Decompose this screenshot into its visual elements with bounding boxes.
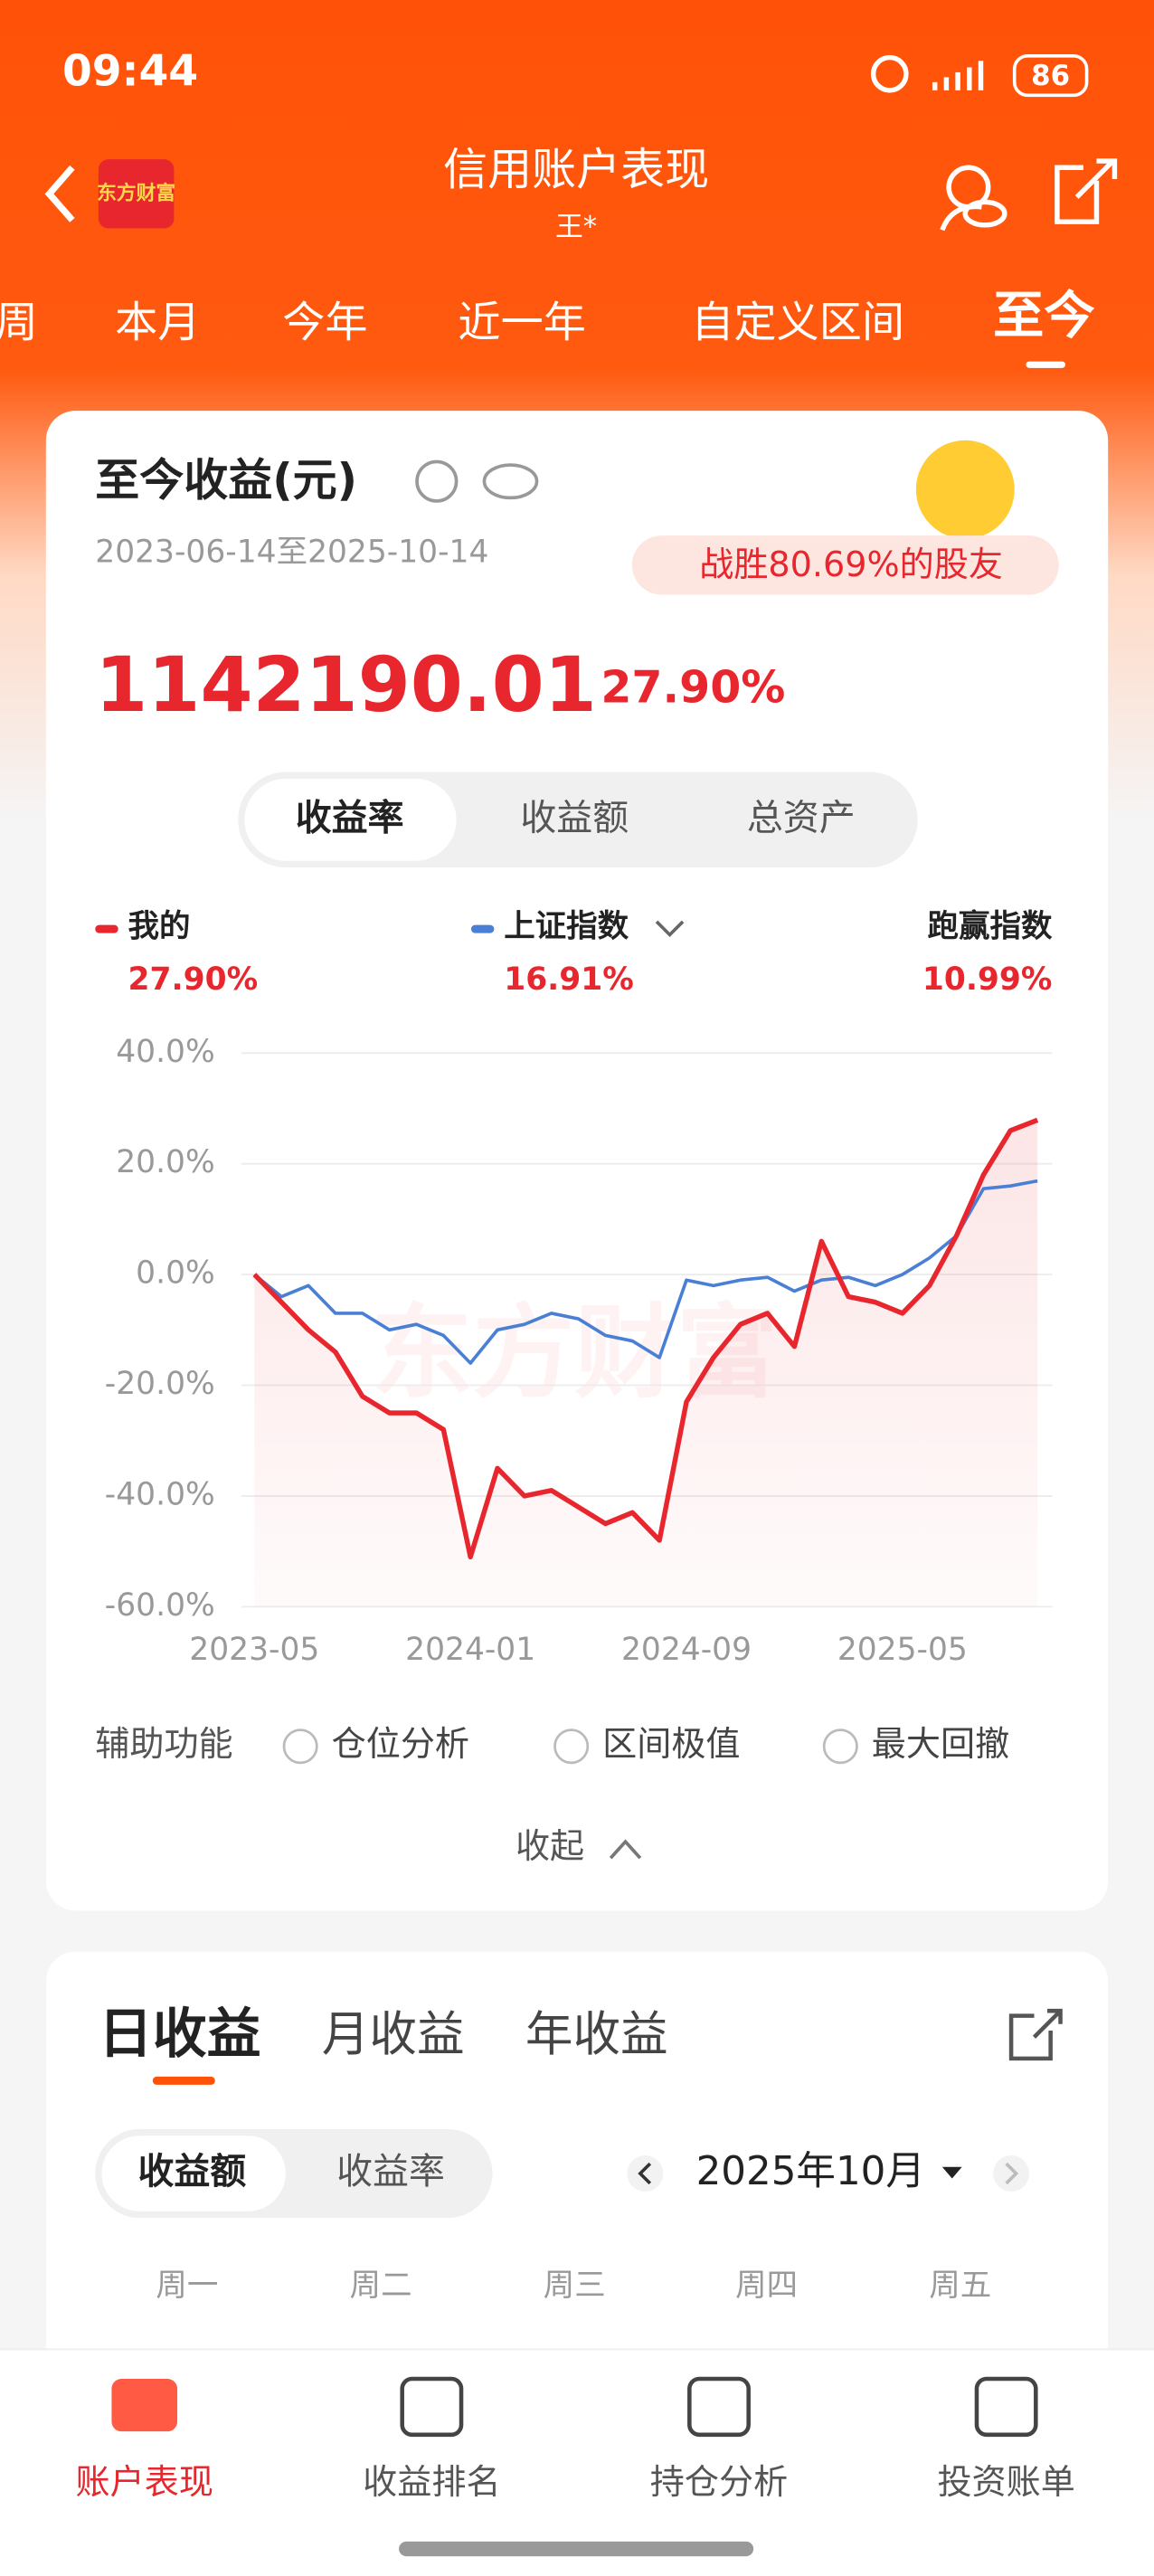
x-tick-label: 2023-05	[189, 1632, 319, 1668]
daily-tab[interactable]: 日收益	[99, 2003, 261, 2066]
legend-name: 我的	[128, 909, 191, 945]
period-tab[interactable]: 今年	[282, 298, 367, 348]
next-arrow	[1005, 2162, 1019, 2185]
period-tab[interactable]: 至今	[993, 287, 1094, 346]
prev-month[interactable]	[627, 2155, 664, 2192]
next-month[interactable]	[993, 2155, 1030, 2192]
y-tick-label: 20.0%	[116, 1144, 215, 1180]
daily-tab-indicator	[152, 2076, 215, 2085]
nav-label[interactable]: 持仓分析	[650, 2462, 788, 2502]
badge[interactable]	[631, 535, 1059, 595]
radio[interactable]	[822, 1728, 858, 1765]
area	[254, 1120, 1038, 1607]
legend-swatch	[95, 924, 118, 933]
tool-option[interactable]: 仓位分析	[332, 1724, 469, 1764]
home-indicator	[399, 2541, 754, 2557]
daily-tab[interactable]: 月收益	[322, 2007, 465, 2062]
battery-level: 86	[1031, 60, 1070, 92]
y-tick-label: 0.0%	[136, 1255, 215, 1292]
collapse[interactable]: 收起	[516, 1826, 584, 1866]
profit-amount: 1142190.01	[95, 640, 597, 729]
period-tab[interactable]: 近一年	[458, 298, 586, 348]
tools-label: 辅助功能	[95, 1724, 232, 1764]
privacy-icon[interactable]	[940, 165, 1007, 232]
tool-option[interactable]: 最大回撤	[872, 1724, 1009, 1764]
toggle-option[interactable]: 收益率	[336, 2151, 445, 2192]
alarm-icon	[870, 54, 909, 93]
line	[253, 1179, 1038, 1365]
export-icon[interactable]	[1008, 2008, 1063, 2061]
nav-icon	[687, 2376, 751, 2438]
profit-rate: 27.90%	[601, 660, 785, 713]
back-button[interactable]	[44, 165, 75, 223]
emoji	[915, 440, 1015, 539]
info-icon[interactable]	[415, 459, 459, 503]
nav-label[interactable]: 收益排名	[363, 2462, 500, 2502]
outperform-value: 10.99%	[922, 961, 1053, 998]
x-tick-label: 2024-01	[405, 1632, 535, 1668]
legend-swatch	[470, 924, 495, 933]
battery	[1012, 53, 1089, 98]
segment-active	[244, 778, 457, 861]
segment-option[interactable]: 总资产	[747, 797, 856, 838]
eye-icon[interactable]	[482, 463, 539, 500]
account-name: 王*	[555, 211, 597, 243]
period-tab[interactable]: 自定义区间	[691, 298, 904, 348]
legend-value: 27.90%	[128, 961, 259, 998]
y-tick-label: -20.0%	[105, 1366, 215, 1402]
toggle-active	[101, 2136, 286, 2211]
line	[252, 1117, 1039, 1560]
nav-label[interactable]: 账户表现	[76, 2462, 213, 2502]
y-tick-label: -40.0%	[105, 1476, 215, 1512]
nav-icon	[974, 2376, 1038, 2438]
weekday: 周四	[735, 2268, 798, 2304]
x-tick-label: 2024-09	[621, 1632, 752, 1668]
month-picker[interactable]: 2025年10月	[696, 2149, 925, 2194]
period-tab[interactable]: 周	[0, 298, 38, 348]
clock: 09:44	[62, 47, 198, 97]
page-title: 信用账户表现	[443, 143, 709, 195]
weekday: 周五	[929, 2268, 991, 2304]
prev-arrow	[638, 2162, 652, 2185]
logo	[98, 159, 175, 229]
collapse-arrow	[609, 1839, 642, 1860]
share-icon[interactable]	[1055, 158, 1118, 224]
month-caret	[941, 2166, 962, 2179]
outperform-label: 跑赢指数	[928, 909, 1053, 945]
period-tab[interactable]: 本月	[115, 298, 200, 348]
y-tick-label: -60.0%	[105, 1587, 215, 1624]
nav-label[interactable]: 投资账单	[937, 2462, 1074, 2502]
radio[interactable]	[282, 1728, 318, 1765]
x-tick-label: 2025-05	[837, 1632, 968, 1668]
weekday: 周二	[350, 2268, 412, 2304]
weekday: 周三	[544, 2268, 606, 2304]
radio[interactable]	[553, 1728, 590, 1765]
index-dropdown[interactable]	[655, 920, 685, 938]
tool-option[interactable]: 区间极值	[602, 1724, 740, 1764]
daily-tab[interactable]: 年收益	[525, 2007, 668, 2062]
legend-value: 16.91%	[504, 961, 634, 998]
badge-text: 战胜80.69%的股友	[699, 545, 1003, 584]
tab-indicator	[1026, 361, 1065, 368]
segment-option[interactable]: 收益率	[296, 797, 404, 838]
nav-icon	[111, 2379, 178, 2432]
nav-icon	[400, 2376, 464, 2438]
bottom-nav	[0, 2349, 1154, 2576]
legend-name: 上证指数	[504, 909, 629, 945]
toggle-option[interactable]: 收益额	[137, 2151, 246, 2192]
logo-text: 东方财富	[97, 181, 175, 204]
date-range: 2023-06-14至2025-10-14	[95, 535, 488, 571]
weekday: 周一	[156, 2268, 218, 2304]
signal	[932, 61, 984, 90]
segment-option[interactable]: 收益额	[520, 797, 629, 838]
y-tick-label: 40.0%	[116, 1034, 215, 1070]
summary-title: 至今收益(元)	[95, 453, 357, 506]
